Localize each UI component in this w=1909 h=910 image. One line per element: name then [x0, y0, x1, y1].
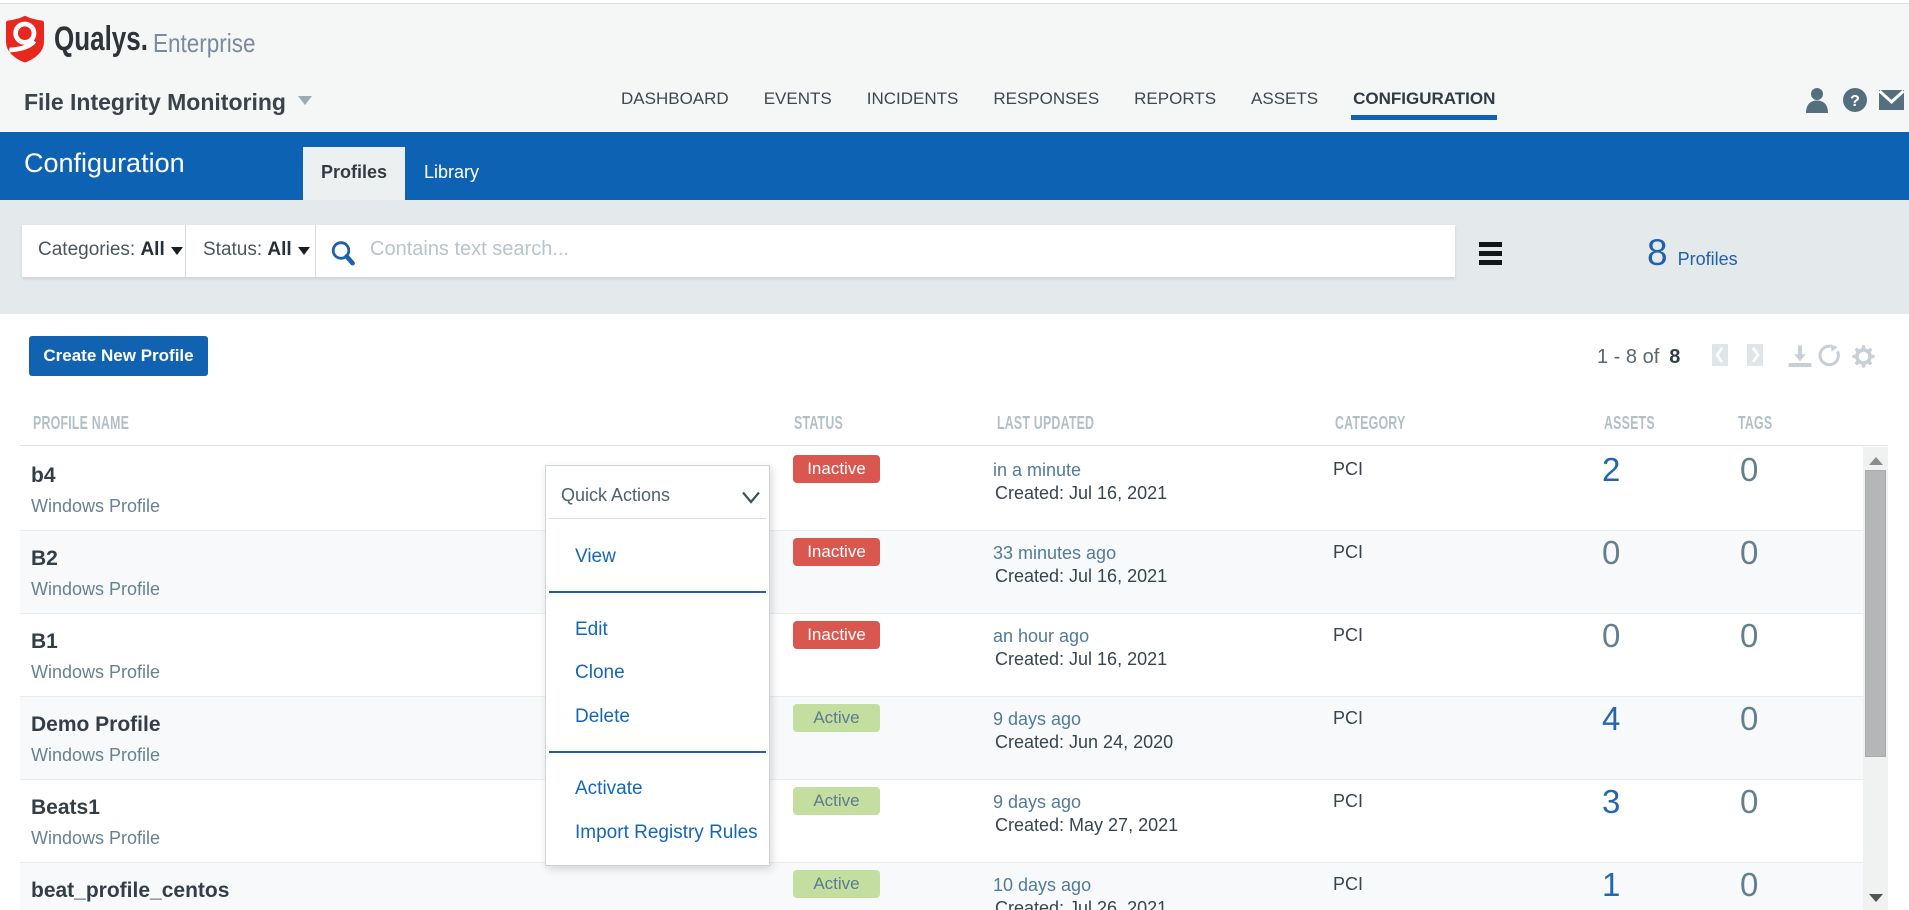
svg-text:?: ? [1850, 93, 1860, 110]
